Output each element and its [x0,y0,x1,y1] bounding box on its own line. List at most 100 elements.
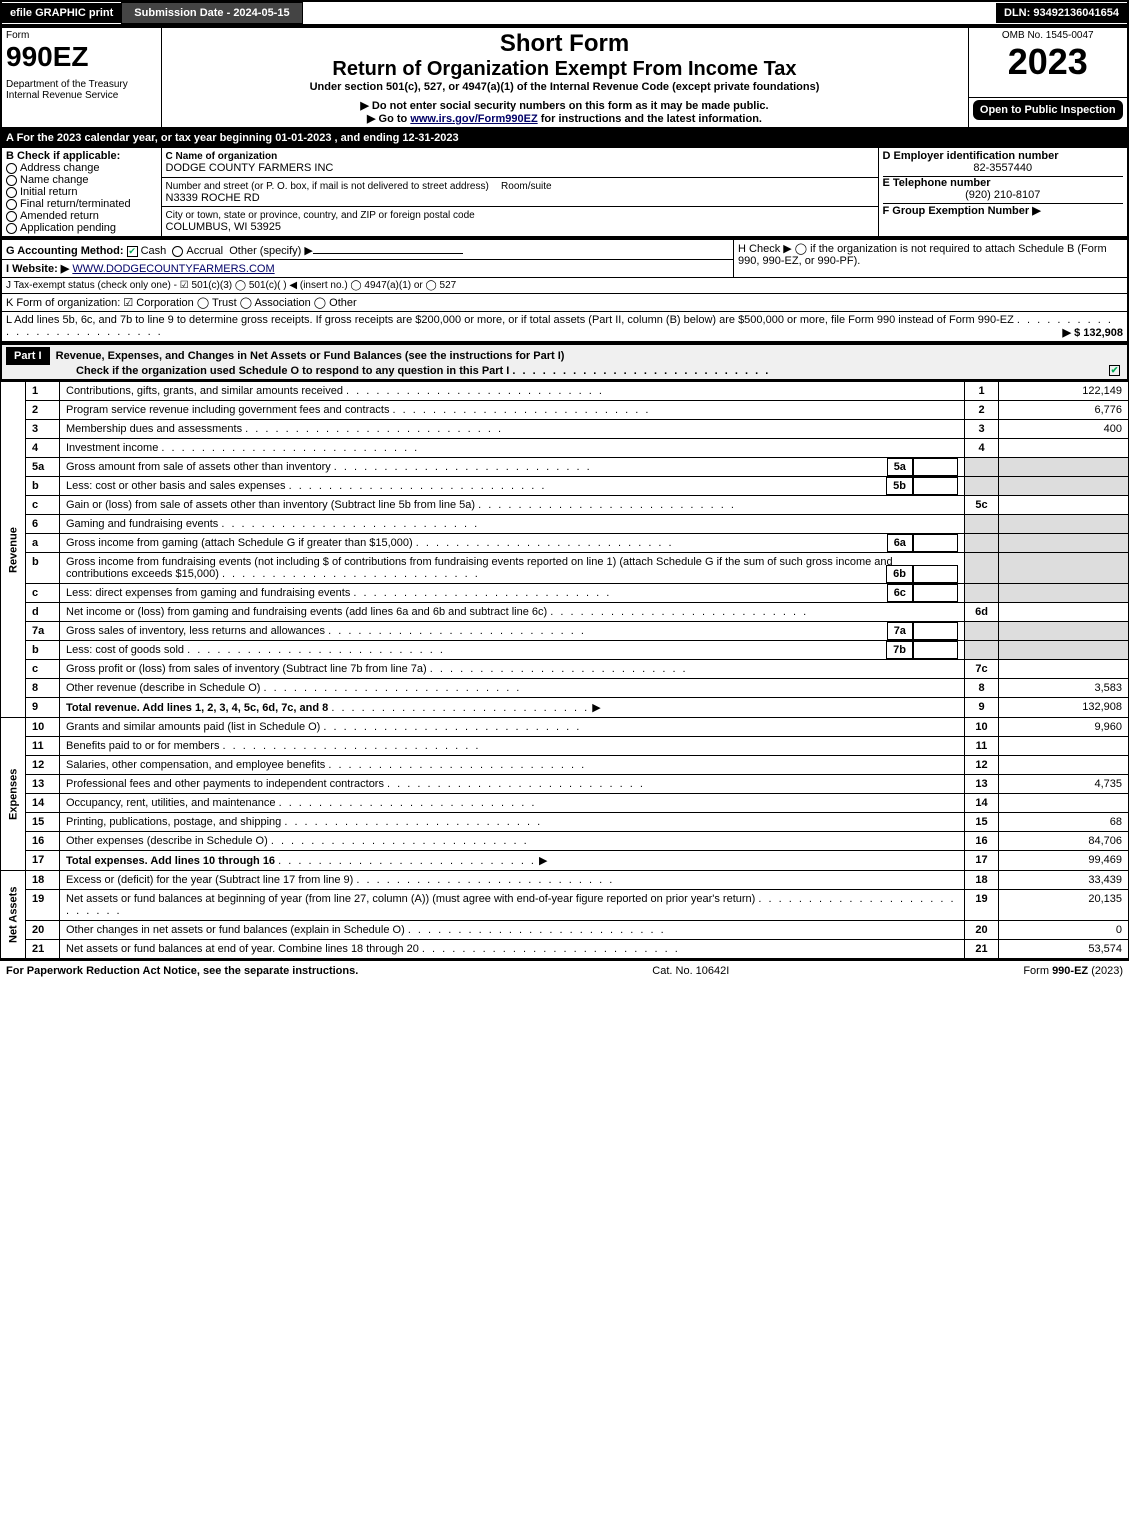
option-radio[interactable] [6,199,17,210]
line-amount: 3,583 [999,679,1129,698]
line-desc: Program service revenue including govern… [60,401,965,420]
other-label: Other (specify) ▶ [229,245,313,257]
footer-left: For Paperwork Reduction Act Notice, see … [6,965,358,977]
line-number: 19 [26,890,60,921]
efile-label[interactable]: efile GRAPHIC print [2,3,121,23]
line-row: Revenue1Contributions, gifts, grants, an… [1,382,1129,401]
line-row: 16Other expenses (describe in Schedule O… [1,832,1129,851]
line-h: H Check ▶ ◯ if the organization is not r… [734,239,1128,278]
box-b-title: B Check if applicable: [6,150,157,162]
line-number: 10 [26,718,60,737]
line-number: 6 [26,515,60,534]
line-row: bLess: cost of goods sold 7b [1,641,1129,660]
line-number: 1 [26,382,60,401]
line-col [965,622,999,641]
line-row: cLess: direct expenses from gaming and f… [1,584,1129,603]
line-amount: 6,776 [999,401,1129,420]
line-number: d [26,603,60,622]
line-g: G Accounting Method: Cash Accrual Other … [1,239,734,260]
line-number: b [26,641,60,660]
line-col [965,477,999,496]
mid-num: 6a [887,534,913,552]
org-name: DODGE COUNTY FARMERS INC [166,162,334,174]
line-number: b [26,553,60,584]
line-col: 6d [965,603,999,622]
line-col [965,553,999,584]
line-col: 16 [965,832,999,851]
section-expenses: Expenses [1,718,26,871]
line-desc: Other expenses (describe in Schedule O) [60,832,965,851]
website-link[interactable]: WWW.DODGECOUNTYFARMERS.COM [72,263,274,275]
part1-label: Part I [6,347,50,365]
line-row: 7aGross sales of inventory, less returns… [1,622,1129,641]
line-desc: Contributions, gifts, grants, and simila… [60,382,965,401]
option-radio[interactable] [6,211,17,222]
line-amount: 400 [999,420,1129,439]
box-c-name: C Name of organization DODGE COUNTY FARM… [161,147,878,177]
box-c-city: City or town, state or province, country… [161,207,878,237]
box-d-label: D Employer identification number [883,150,1124,162]
box-b-option: Application pending [6,222,157,234]
title-cell: Short Form Return of Organization Exempt… [161,27,968,129]
line-col: 9 [965,698,999,718]
box-f-label: F Group Exemption Number ▶ [883,203,1124,217]
line-j: J Tax-exempt status (check only one) - ☑… [1,278,1128,294]
line-amount [999,584,1129,603]
line-amount: 33,439 [999,871,1129,890]
line-col: 5c [965,496,999,515]
box-b: B Check if applicable: Address changeNam… [1,147,161,237]
line-row: 2Program service revenue including gover… [1,401,1129,420]
line-col: 12 [965,756,999,775]
line-col [965,515,999,534]
line-row: 8Other revenue (describe in Schedule O) … [1,679,1129,698]
line-row: bGross income from fundraising events (n… [1,553,1129,584]
entity-block: B Check if applicable: Address changeNam… [0,146,1129,238]
schedule-o-checkbox[interactable] [1109,365,1120,376]
top-bar: efile GRAPHIC print Submission Date - 20… [0,0,1129,26]
cash-label: Cash [141,245,167,257]
line-row: 4Investment income 4 [1,439,1129,458]
line-row: Expenses10Grants and similar amounts pai… [1,718,1129,737]
line-number: 9 [26,698,60,718]
accrual-radio[interactable] [172,246,183,257]
line-number: 21 [26,940,60,959]
box-b-option: Initial return [6,186,157,198]
form-number: 990EZ [6,41,157,73]
line-number: 11 [26,737,60,756]
line-amount: 132,908 [999,698,1129,718]
option-radio[interactable] [6,175,17,186]
footer-mid: Cat. No. 10642I [652,965,729,977]
line-number: b [26,477,60,496]
city-label: City or town, state or province, country… [166,210,475,221]
line-desc: Occupancy, rent, utilities, and maintena… [60,794,965,813]
line-row: cGross profit or (loss) from sales of in… [1,660,1129,679]
line-k: K Form of organization: ☑ Corporation ◯ … [1,294,1128,312]
line-desc: Total expenses. Add lines 10 through 16 … [60,851,965,871]
line-desc: Gross income from gaming (attach Schedul… [60,534,965,553]
line-number: c [26,496,60,515]
title-return: Return of Organization Exempt From Incom… [166,58,964,81]
phone-value: (920) 210-8107 [883,189,1124,201]
dln-label: DLN: 93492136041654 [996,3,1127,23]
line-row: 6Gaming and fundraising events [1,515,1129,534]
part1-title: Revenue, Expenses, and Changes in Net As… [56,350,565,362]
line-row: 12Salaries, other compensation, and empl… [1,756,1129,775]
line-amount [999,603,1129,622]
omb-cell: OMB No. 1545-0047 2023 [968,27,1128,97]
other-specify-input[interactable] [313,242,463,254]
line-amount [999,553,1129,584]
cash-checkbox[interactable] [127,246,138,257]
irs-link[interactable]: www.irs.gov/Form990EZ [410,113,537,125]
line-amount [999,439,1129,458]
line-i: I Website: ▶ WWW.DODGECOUNTYFARMERS.COM [1,260,734,278]
option-radio[interactable] [6,163,17,174]
line-amount [999,641,1129,660]
option-radio[interactable] [6,187,17,198]
line-amount: 84,706 [999,832,1129,851]
line-desc: Membership dues and assessments [60,420,965,439]
option-radio[interactable] [6,223,17,234]
mid-num: 7b [886,641,913,659]
submission-date-button[interactable]: Submission Date - 2024-05-15 [121,2,302,24]
box-e-label: E Telephone number [883,176,1124,189]
subtitle-3: ▶ Go to www.irs.gov/Form990EZ for instru… [166,112,964,125]
